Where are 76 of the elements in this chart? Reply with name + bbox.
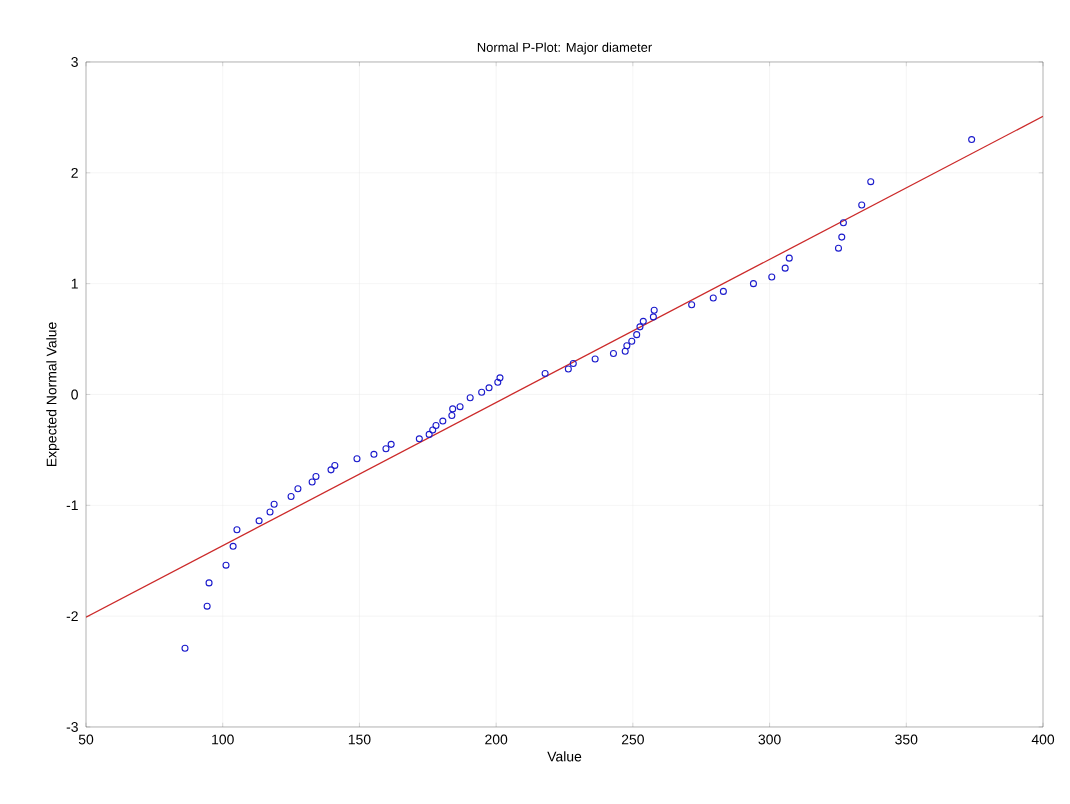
- point: [867, 178, 875, 186]
- y-tick-label: 1: [71, 278, 78, 289]
- point: [181, 644, 189, 652]
- point: [382, 445, 390, 453]
- point: [270, 500, 278, 508]
- point: [768, 273, 776, 281]
- point: [485, 384, 493, 392]
- point: [968, 136, 976, 144]
- point: [623, 342, 631, 350]
- point: [370, 450, 378, 458]
- y-axis-title: Expected Normal Value: [46, 322, 60, 467]
- point: [449, 405, 457, 413]
- point: [639, 317, 647, 325]
- point: [785, 254, 793, 262]
- point: [327, 466, 335, 474]
- point: [387, 440, 395, 448]
- point: [353, 455, 361, 463]
- point: [439, 417, 447, 425]
- y-tick-label: 3: [71, 57, 78, 67]
- x-tick-label: 250: [621, 734, 644, 745]
- point: [609, 349, 617, 358]
- point: [564, 365, 572, 373]
- point: [621, 347, 629, 355]
- point: [308, 478, 316, 486]
- point: [331, 461, 339, 469]
- y-tick-label: -3: [66, 722, 78, 732]
- point: [636, 323, 644, 331]
- point: [478, 388, 486, 396]
- x-tick-label: 400: [1031, 734, 1055, 745]
- point: [633, 331, 641, 339]
- point: [628, 337, 636, 345]
- point: [415, 435, 423, 443]
- point: [688, 301, 696, 309]
- point: [432, 421, 440, 430]
- point: [494, 378, 502, 386]
- point: [569, 359, 577, 367]
- point: [205, 579, 213, 587]
- point: [496, 374, 504, 382]
- point: [466, 394, 474, 402]
- point: [294, 485, 302, 493]
- point: [222, 561, 230, 569]
- point: [425, 430, 433, 438]
- point: [233, 526, 241, 534]
- point: [858, 201, 866, 209]
- point: [719, 287, 727, 295]
- y-tick-label: 2: [71, 167, 78, 178]
- x-tick-label: 200: [485, 734, 508, 745]
- point: [287, 492, 295, 500]
- y-tick-label: -2: [66, 611, 78, 622]
- chart-title: Normal P-Plot: Major diameter: [477, 42, 652, 55]
- y-tick-label: -1: [66, 500, 78, 511]
- x-tick-label: 150: [348, 734, 371, 745]
- point: [541, 369, 549, 377]
- point: [709, 294, 717, 302]
- point: [448, 412, 456, 420]
- point: [749, 280, 757, 288]
- point: [429, 426, 437, 434]
- point: [229, 542, 237, 550]
- point: [203, 602, 211, 610]
- x-tick-label: 100: [212, 734, 234, 745]
- point: [266, 508, 274, 516]
- x-tick-label: 300: [758, 734, 781, 745]
- point: [834, 244, 843, 252]
- point: [838, 233, 846, 241]
- x-tick-label: 50: [78, 734, 94, 745]
- point: [456, 403, 464, 411]
- point: [781, 264, 789, 272]
- point: [312, 472, 320, 481]
- x-tick-label: 350: [895, 734, 918, 745]
- y-tick-label: 0: [71, 389, 78, 400]
- point: [839, 219, 847, 227]
- point: [650, 306, 658, 314]
- point: [255, 517, 263, 525]
- x-axis-title: Value: [547, 751, 582, 762]
- point: [591, 355, 599, 363]
- point: [649, 313, 657, 321]
